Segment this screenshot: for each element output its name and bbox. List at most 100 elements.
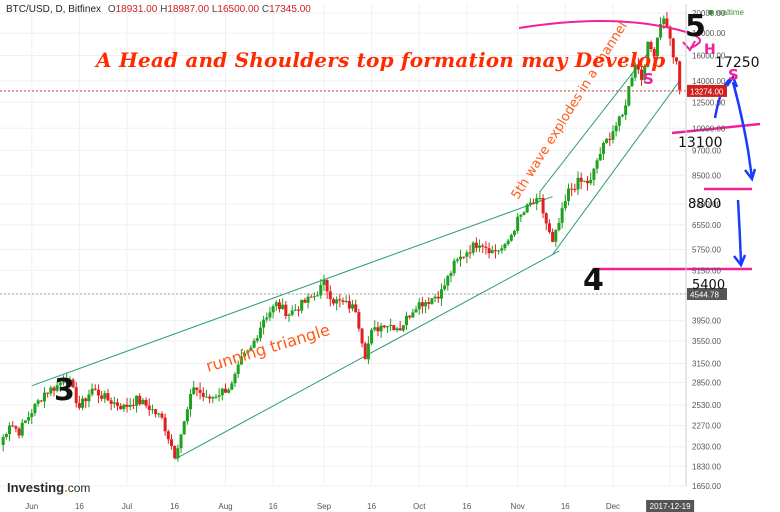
candle-body bbox=[430, 298, 434, 304]
candle-body bbox=[490, 250, 494, 254]
candle-body bbox=[125, 404, 129, 407]
candle-body bbox=[277, 302, 281, 309]
ohlc-c-value: 17345.00 bbox=[269, 4, 311, 15]
y-tick-label: 5750.00 bbox=[692, 245, 721, 254]
blue-down-stroke-1 bbox=[731, 81, 754, 179]
candle-body bbox=[163, 417, 167, 432]
candle-body bbox=[312, 296, 316, 298]
candle-body bbox=[424, 302, 428, 307]
investing-logo: Investing.com bbox=[7, 480, 90, 495]
candle-body bbox=[268, 312, 272, 318]
candle-body bbox=[414, 309, 418, 313]
channel-lower-line bbox=[552, 80, 681, 255]
x-tick-label: Oct bbox=[413, 502, 426, 511]
ohlc-h-label: H bbox=[160, 4, 168, 15]
candle-body bbox=[103, 393, 107, 399]
x-tick-label: Sep bbox=[317, 502, 332, 511]
candle-body bbox=[611, 131, 615, 140]
level-8800-label: 8800 bbox=[688, 197, 721, 212]
candle-body bbox=[446, 276, 450, 286]
candle-body bbox=[262, 319, 266, 328]
annotation-overlay bbox=[518, 20, 761, 271]
y-tick-label: 3150.00 bbox=[692, 359, 721, 368]
y-tick-label: 5150.00 bbox=[692, 266, 721, 275]
candle-body bbox=[484, 246, 488, 249]
x-tick-label: Aug bbox=[218, 502, 232, 511]
y-tick-label: 1650.00 bbox=[692, 482, 721, 491]
candle-body bbox=[297, 309, 301, 311]
candle-body bbox=[614, 125, 618, 132]
realtime-indicator: realtime bbox=[708, 8, 744, 17]
candle-body bbox=[198, 389, 202, 393]
candle-body bbox=[227, 389, 231, 393]
candle-body bbox=[71, 379, 75, 388]
candle-body bbox=[39, 400, 43, 402]
y-tick-label: 1830.00 bbox=[692, 462, 721, 471]
candle-body bbox=[474, 242, 478, 248]
candle-body bbox=[439, 289, 443, 299]
candle-body bbox=[592, 168, 596, 180]
candle-body bbox=[617, 116, 621, 126]
candle-body bbox=[322, 279, 326, 285]
candle-body bbox=[309, 296, 313, 298]
candle-body bbox=[678, 61, 682, 90]
y-tick-label: 3550.00 bbox=[692, 337, 721, 346]
candle-body bbox=[236, 364, 240, 374]
candle-body bbox=[4, 434, 8, 438]
candle-body bbox=[182, 421, 186, 435]
blue-down-arrowhead-1 bbox=[744, 168, 757, 182]
candle-body bbox=[649, 41, 653, 50]
trend-lines bbox=[0, 52, 686, 460]
candle-body bbox=[341, 300, 345, 302]
candle-body bbox=[112, 402, 116, 404]
candle-body bbox=[389, 325, 393, 327]
head-label: H bbox=[704, 42, 716, 58]
candle-body bbox=[77, 403, 81, 408]
candle-body bbox=[141, 399, 145, 405]
candle-body bbox=[84, 398, 88, 402]
candle-body bbox=[8, 425, 12, 435]
candle-body bbox=[119, 405, 123, 410]
ohlc-h-value: 18987.00 bbox=[167, 4, 210, 15]
candle-body bbox=[36, 400, 40, 404]
candle-body bbox=[338, 299, 342, 301]
candle-body bbox=[366, 343, 370, 360]
candle-body bbox=[195, 387, 199, 390]
candle-body bbox=[252, 340, 256, 348]
candle-body bbox=[230, 383, 234, 390]
candles bbox=[1, 11, 682, 462]
candle-body bbox=[643, 66, 647, 80]
candle-body bbox=[636, 64, 640, 70]
left-shoulder-label: S bbox=[643, 70, 654, 88]
candle-body bbox=[554, 230, 558, 242]
y-tick-label: 8500.00 bbox=[692, 171, 721, 180]
grid-lines bbox=[0, 4, 686, 487]
candle-body bbox=[90, 388, 94, 395]
triangle-upper-line bbox=[31, 196, 553, 387]
candle-body bbox=[303, 299, 307, 303]
candle-body bbox=[573, 189, 577, 191]
candle-body bbox=[354, 304, 358, 313]
candle-body bbox=[189, 393, 193, 410]
candle-body bbox=[630, 77, 634, 87]
candle-body bbox=[525, 204, 529, 213]
candle-body bbox=[33, 403, 37, 414]
blue-down-stroke-2 bbox=[736, 199, 743, 265]
x-tick-label: 16 bbox=[367, 502, 376, 511]
candle-body bbox=[96, 389, 100, 396]
candle-body bbox=[560, 208, 564, 223]
candle-body bbox=[633, 64, 637, 78]
candle-body bbox=[68, 379, 72, 381]
candle-body bbox=[579, 177, 583, 182]
candle-body bbox=[62, 382, 66, 384]
candle-body bbox=[27, 417, 31, 421]
candle-body bbox=[233, 373, 237, 384]
candle-body bbox=[138, 395, 142, 405]
candle-body bbox=[220, 388, 224, 396]
candle-body bbox=[122, 404, 126, 410]
candle-body bbox=[586, 180, 590, 184]
y-tick-label: 2850.00 bbox=[692, 378, 721, 387]
candle-body bbox=[620, 114, 624, 117]
candle-body bbox=[538, 198, 542, 200]
x-tick-label: 16 bbox=[170, 502, 179, 511]
